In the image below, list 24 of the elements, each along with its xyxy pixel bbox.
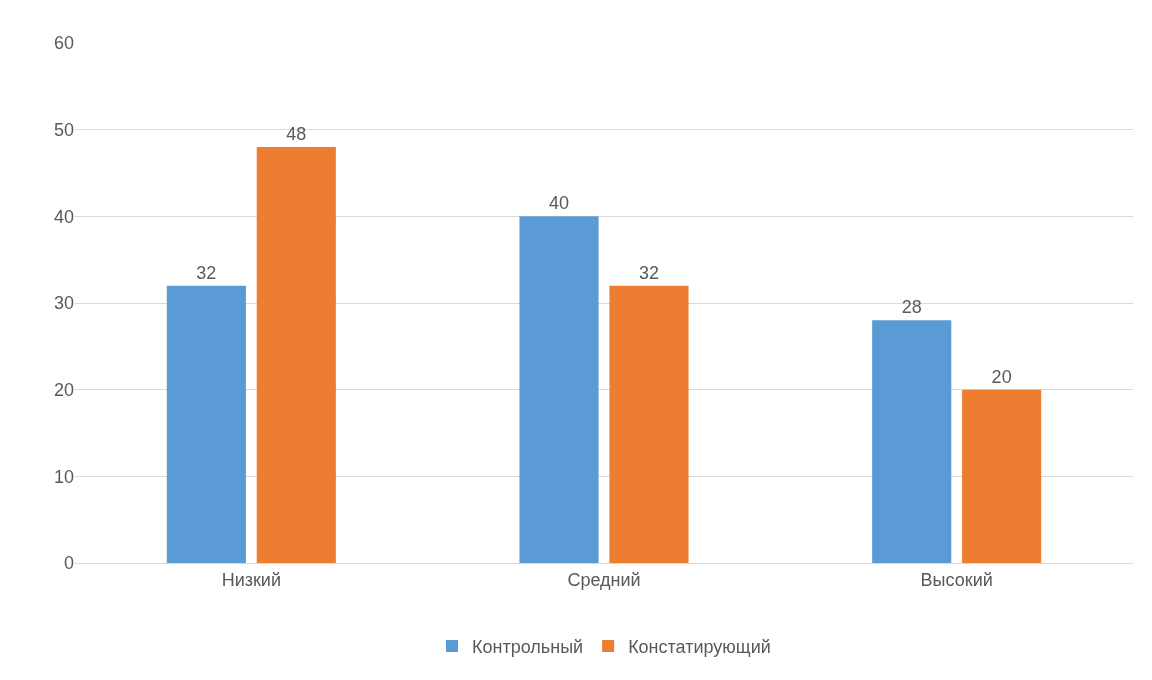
x-tick-label: Средний [567, 569, 641, 590]
x-tick-label: Высокий [920, 569, 993, 590]
bar [962, 389, 1042, 563]
y-tick-label: 50 [53, 119, 74, 140]
data-label: 32 [196, 262, 217, 283]
data-label: 48 [286, 124, 307, 144]
x-tick-label: Низкий [221, 569, 281, 590]
data-label: 20 [991, 366, 1012, 387]
bar [256, 147, 336, 563]
bar [609, 285, 689, 563]
y-tick-label: 20 [53, 379, 74, 400]
y-tick-label: 60 [53, 33, 74, 54]
y-tick-label: 0 [63, 553, 74, 574]
bar [872, 320, 952, 563]
data-label: 32 [638, 262, 659, 283]
bar [166, 285, 246, 563]
y-tick-label: 30 [53, 293, 74, 314]
y-tick-label: 40 [53, 206, 74, 227]
legend-label: Констатирующий [628, 636, 771, 657]
y-tick-label: 10 [53, 466, 74, 487]
data-label: 28 [901, 297, 922, 318]
legend-label: Контрольный [472, 636, 584, 657]
data-label: 40 [549, 193, 570, 214]
bar [519, 216, 599, 563]
